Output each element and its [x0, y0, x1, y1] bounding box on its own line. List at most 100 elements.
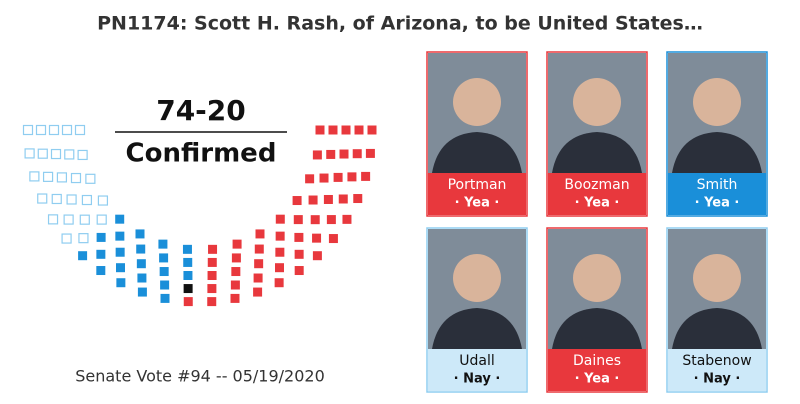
- seat: [96, 266, 106, 276]
- senator-name: Portman: [448, 177, 507, 193]
- seat: [367, 125, 377, 135]
- seat: [312, 251, 322, 261]
- seat: [70, 172, 82, 184]
- photo-body: [552, 308, 642, 349]
- seat: [85, 173, 96, 184]
- seat: [159, 267, 169, 277]
- photo-head: [453, 78, 501, 126]
- seat: [137, 287, 147, 297]
- seat: [255, 229, 265, 239]
- seat: [354, 125, 364, 135]
- senator-vote: · Yea ·: [575, 196, 620, 211]
- seat: [116, 263, 125, 273]
- seat: [61, 124, 73, 136]
- seat: [115, 247, 125, 257]
- seat: [231, 253, 241, 263]
- seat: [79, 214, 90, 225]
- senator-card: Udall · Nay ·: [426, 227, 528, 393]
- seat: [24, 148, 35, 159]
- seat: [29, 171, 40, 182]
- seat: [326, 149, 336, 159]
- senator-card: Portman · Yea ·: [426, 51, 528, 217]
- seat: [115, 214, 125, 224]
- seat: [333, 172, 343, 182]
- senator-name: Stabenow: [682, 353, 751, 369]
- senator-name: Smith: [697, 177, 738, 193]
- seat: [254, 259, 264, 269]
- seat: [253, 273, 263, 283]
- photo-body: [432, 132, 522, 173]
- seat: [48, 124, 60, 136]
- seat: [293, 215, 303, 225]
- seat: [207, 297, 217, 307]
- senator-card: Smith · Yea ·: [666, 51, 768, 217]
- seat: [254, 244, 264, 254]
- photo-head: [693, 254, 741, 302]
- seat: [326, 215, 336, 225]
- seat: [315, 125, 325, 135]
- seat: [323, 194, 333, 204]
- tally: 74-20: [156, 94, 246, 127]
- seat: [35, 124, 47, 136]
- seat: [160, 280, 170, 290]
- seat: [136, 244, 146, 254]
- photo-body: [672, 308, 762, 349]
- senator-cards: Portman · Yea · Boozman · Yea · Smith · Yea ·…: [426, 51, 768, 393]
- senator-vote: · Yea ·: [455, 196, 500, 211]
- vote-band: [548, 349, 646, 391]
- seat: [342, 214, 352, 224]
- seat: [159, 253, 169, 263]
- vote-band: [668, 349, 766, 391]
- result: Confirmed: [126, 139, 277, 169]
- senator-vote: · Yea ·: [575, 372, 620, 387]
- seat: [158, 239, 168, 249]
- seat: [341, 125, 351, 135]
- seat: [275, 263, 284, 273]
- seat: [63, 214, 74, 225]
- vote-band: [548, 173, 646, 215]
- seat: [182, 244, 192, 254]
- seat: [96, 214, 107, 225]
- seat: [319, 173, 329, 183]
- seat: [115, 231, 125, 241]
- seat: [207, 284, 217, 294]
- seat: [312, 233, 322, 243]
- senator-name: Boozman: [564, 177, 629, 193]
- seat: [365, 148, 375, 158]
- seat: [135, 229, 145, 239]
- photo-body: [432, 308, 522, 349]
- seat: [56, 172, 68, 183]
- seat: [352, 149, 362, 159]
- seat: [81, 194, 93, 206]
- title: PN1174: Scott H. Rash, of Arizona, to be…: [97, 13, 703, 35]
- seat: [339, 149, 349, 159]
- seat: [64, 149, 75, 160]
- seat: [231, 267, 241, 277]
- seat: [22, 124, 34, 136]
- seat: [207, 271, 217, 281]
- seat: [338, 194, 348, 204]
- seat: [47, 214, 59, 225]
- senator-name: Udall: [459, 353, 495, 369]
- seat: [353, 194, 363, 204]
- seat: [116, 278, 126, 288]
- senator-card: Stabenow · Nay ·: [666, 227, 768, 393]
- photo-body: [672, 132, 762, 173]
- seat: [50, 148, 62, 160]
- seat: [275, 231, 285, 241]
- hemicycle: [22, 124, 377, 307]
- vote-band: [428, 173, 526, 215]
- seat: [37, 193, 48, 204]
- seat: [160, 293, 170, 303]
- seat: [275, 214, 285, 224]
- seat: [208, 244, 218, 254]
- seat: [232, 239, 242, 249]
- seat: [136, 259, 146, 269]
- seat: [328, 234, 338, 244]
- photo-body: [552, 132, 642, 173]
- senator-card: Daines · Yea ·: [546, 227, 648, 393]
- seat: [74, 124, 86, 136]
- seat: [183, 257, 193, 267]
- seat: [183, 271, 193, 281]
